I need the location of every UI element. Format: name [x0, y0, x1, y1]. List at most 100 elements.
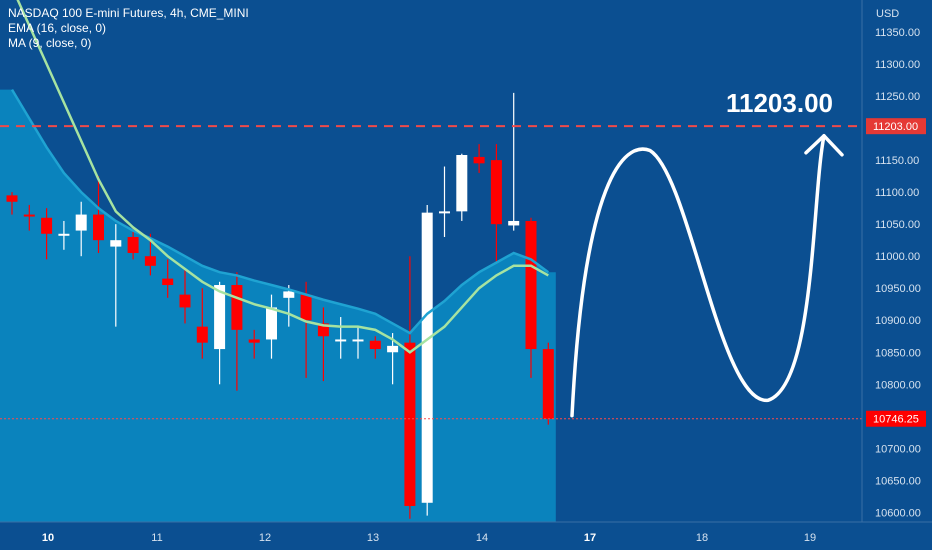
candle [93, 176, 104, 253]
candle [23, 204, 35, 231]
candle-body [110, 240, 122, 247]
x-tick-label: 12 [259, 532, 271, 544]
y-tick-label: 10600.00 [875, 507, 921, 519]
candle [58, 220, 70, 250]
candle-body [439, 211, 450, 214]
y-tick-label: 11250.00 [875, 91, 920, 103]
candle [283, 285, 295, 327]
y-tick-label: 10950.00 [875, 283, 921, 295]
candle-body [75, 214, 87, 231]
candle-body [369, 340, 381, 350]
candle [110, 224, 122, 327]
y-tick-label: 11100.00 [875, 187, 919, 199]
candle-body [23, 214, 35, 217]
candle [335, 317, 347, 359]
candle-body [196, 326, 208, 343]
candle [387, 333, 399, 385]
candle [75, 201, 87, 257]
candle [179, 269, 191, 324]
candle [456, 153, 468, 221]
candle-body [300, 294, 312, 321]
candle [439, 166, 450, 237]
ma-line [16, 0, 549, 354]
legend-ema[interactable]: EMA (16, close, 0) [8, 21, 107, 35]
legend-symbol[interactable]: NASDAQ 100 E-mini Futures, 4h, CME_MINI [8, 6, 249, 20]
chart-legend: NASDAQ 100 E-mini Futures, 4h, CME_MINI … [8, 6, 249, 51]
x-tick-label: 11 [151, 532, 162, 544]
candle-body [144, 256, 156, 266]
candle-body [542, 349, 554, 419]
candle [542, 342, 554, 425]
candle-body [162, 278, 174, 286]
y-tick-label: 10650.00 [875, 475, 921, 487]
candle [6, 192, 18, 215]
candle [300, 281, 312, 378]
x-tick-label: 10 [42, 532, 54, 544]
target-annotation: 11203.00 [726, 88, 833, 118]
y-tick-label: 11050.00 [875, 219, 920, 231]
candle [473, 144, 485, 173]
current-price-tag-label: 10746.25 [873, 414, 919, 426]
candle-body [127, 236, 139, 253]
candle [248, 329, 260, 359]
candle [508, 92, 520, 231]
candle [369, 336, 381, 359]
candle-body [490, 160, 502, 225]
candle-body [387, 345, 399, 353]
candle [196, 288, 208, 359]
y-tick-label: 11150.00 [875, 155, 919, 167]
candle-body [214, 285, 226, 350]
y-tick-label: 11350.00 [875, 27, 920, 39]
x-tick-label: 14 [476, 532, 488, 544]
candle-body [317, 323, 329, 337]
candle [162, 259, 174, 298]
target-price-tag-label: 11203.00 [873, 121, 918, 133]
candle-body [421, 212, 433, 503]
current-price-tag [866, 410, 926, 427]
candle-body [41, 217, 53, 234]
ema-line [10, 89, 550, 335]
price-axis [862, 0, 932, 522]
candle-body [179, 294, 191, 308]
candle-body [283, 291, 295, 298]
candle-body [58, 233, 70, 236]
y-tick-label: 11300.00 [875, 59, 920, 71]
candle-body [335, 339, 347, 342]
projection-curve [570, 134, 826, 418]
x-tick-label: 17 [584, 532, 596, 544]
x-axis-ticks: 10 11 12 13 14 17 18 19 [42, 532, 816, 544]
currency-label: USD [876, 8, 900, 20]
y-tick-label: 10800.00 [875, 379, 921, 391]
candle [404, 256, 416, 519]
candle [490, 144, 502, 263]
candle-body [352, 339, 364, 342]
target-price-tag [866, 118, 926, 135]
y-tick-label: 11000.00 [875, 251, 920, 263]
candle [214, 281, 226, 385]
y-tick-label: 10700.00 [875, 443, 921, 455]
candle-body [93, 214, 104, 241]
candle-body [525, 220, 537, 350]
x-tick-label: 19 [804, 532, 816, 544]
candle [41, 208, 53, 260]
x-tick-label: 13 [367, 532, 379, 544]
candle-body [248, 339, 260, 343]
candle [421, 204, 433, 516]
candle-body [266, 307, 277, 340]
projection-arrowhead [804, 134, 844, 157]
time-axis [0, 522, 932, 550]
x-tick-label: 18 [696, 532, 708, 544]
candle-body [508, 220, 520, 226]
candle-body [6, 195, 18, 202]
candle [317, 307, 329, 382]
legend-ma[interactable]: MA (9, close, 0) [8, 36, 92, 50]
candle [352, 326, 364, 359]
ema-band-area [0, 89, 556, 523]
candle-body [231, 285, 243, 330]
candle [127, 227, 139, 260]
candles [6, 92, 554, 519]
y-tick-label: 10850.00 [875, 347, 921, 359]
candle-body [456, 154, 468, 212]
y-tick-label: 10900.00 [875, 315, 921, 327]
